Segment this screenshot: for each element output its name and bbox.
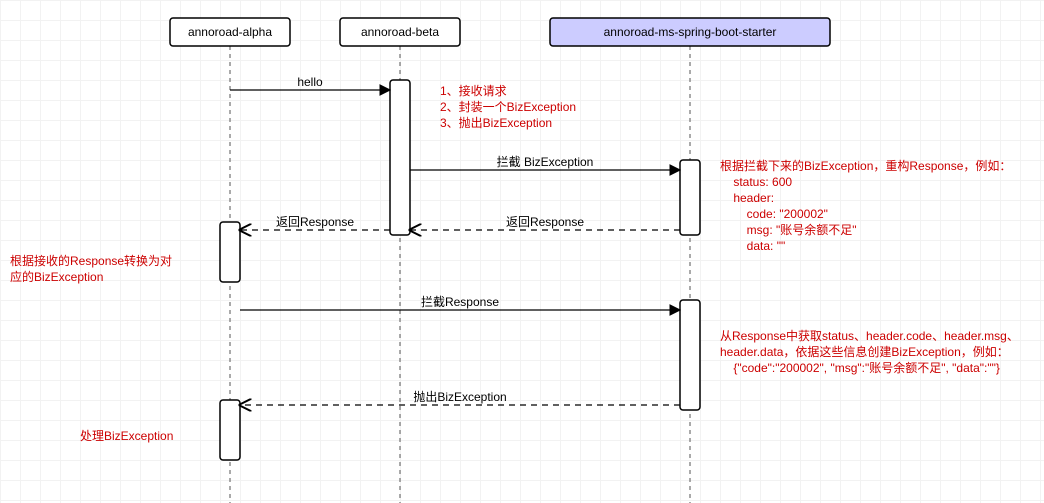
svg-text:处理BizException: 处理BizException — [80, 429, 173, 443]
svg-text:{"code":"200002", "msg":"账号余额不: {"code":"200002", "msg":"账号余额不足", "data"… — [720, 360, 1000, 375]
svg-text:msg: "账号余额不足": msg: "账号余额不足" — [720, 222, 857, 237]
participant-beta-label: annoroad-beta — [361, 25, 439, 39]
svg-text:1、接收请求: 1、接收请求 — [440, 83, 507, 98]
participant-beta: annoroad-beta — [340, 18, 460, 46]
svg-text:header:: header: — [720, 191, 774, 205]
svg-text:根据接收的Response转换为对: 根据接收的Response转换为对 — [10, 253, 172, 268]
svg-text:code: "200002": code: "200002" — [720, 207, 828, 221]
svg-text:status: 600: status: 600 — [720, 175, 792, 189]
note-convert: 根据接收的Response转换为对 应的BizException — [10, 253, 172, 284]
msg-resp-to-alpha-label: 返回Response — [276, 215, 354, 229]
msg-throw-biz-label: 抛出BizException — [413, 389, 506, 404]
msg-intercept-resp-label: 拦截Response — [421, 295, 499, 309]
msg-resp-to-beta-label: 返回Response — [506, 215, 584, 229]
activation-alpha-1 — [220, 222, 240, 282]
participant-alpha: annoroad-alpha — [170, 18, 290, 46]
svg-text:3、抛出BizException: 3、抛出BizException — [440, 115, 552, 130]
note-handle: 处理BizException — [80, 429, 173, 443]
activation-starter-2 — [680, 300, 700, 410]
msg-intercept-biz-label: 拦截 BizException — [497, 155, 594, 169]
svg-text:应的BizException: 应的BizException — [10, 269, 103, 284]
activation-starter-1 — [680, 160, 700, 235]
note-extract: 从Response中获取status、header.code、header.ms… — [720, 328, 1019, 375]
svg-text:data: "": data: "" — [720, 239, 785, 253]
svg-text:根据拦截下来的BizException，重构Response: 根据拦截下来的BizException，重构Response，例如： — [720, 158, 1011, 173]
svg-text:header.data，依据这些信息创建BizExcepti: header.data，依据这些信息创建BizException，例如： — [720, 344, 1009, 359]
svg-text:2、封装一个BizException: 2、封装一个BizException — [440, 100, 576, 114]
activation-beta-1 — [390, 80, 410, 235]
msg-hello-label: hello — [297, 75, 323, 89]
activation-alpha-2 — [220, 400, 240, 460]
note-beta-receive: 1、接收请求 2、封装一个BizException 3、抛出BizExcepti… — [440, 83, 576, 130]
participant-starter: annoroad-ms-spring-boot-starter — [550, 18, 830, 46]
note-rebuild-response: 根据拦截下来的BizException，重构Response，例如： statu… — [720, 158, 1011, 253]
participant-starter-label: annoroad-ms-spring-boot-starter — [604, 25, 777, 39]
svg-text:从Response中获取status、header.code: 从Response中获取status、header.code、header.ms… — [720, 328, 1019, 343]
participant-alpha-label: annoroad-alpha — [188, 25, 272, 39]
